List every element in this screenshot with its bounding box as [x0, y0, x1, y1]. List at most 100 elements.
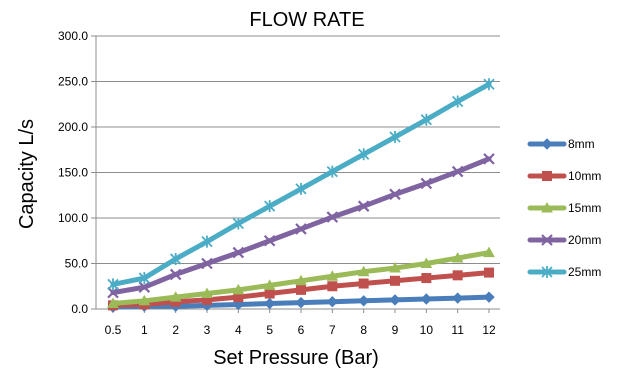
data-point: [295, 274, 307, 286]
data-point: [326, 296, 339, 308]
data-point: [483, 291, 495, 303]
data-point: [420, 177, 433, 190]
x-tick-label: 9: [392, 323, 399, 337]
data-point: [295, 223, 307, 235]
x-tick-label: 1: [141, 323, 148, 337]
data-point: [326, 165, 338, 178]
series-line: [110, 156, 492, 296]
data-point: [483, 78, 495, 91]
x-tick-label: 3: [204, 323, 211, 337]
data-point: [357, 265, 370, 277]
data-point: [484, 267, 494, 278]
data-point: [327, 281, 338, 292]
legend-item-25mm: 25mm: [527, 265, 601, 279]
data-point: [451, 165, 464, 178]
legend: 8mm 10mm 15mm 20mm 25mm: [527, 137, 601, 279]
x-tick-label: 0.5: [105, 323, 122, 337]
y-tick-label: 250.0: [58, 75, 88, 89]
data-point: [263, 279, 276, 290]
x-tick-label: 8: [360, 323, 367, 337]
data-point: [232, 283, 245, 295]
data-point: [358, 278, 369, 289]
legend-item-15mm: 15mm: [527, 201, 601, 215]
y-tick-label: 150.0: [58, 166, 88, 180]
legend-item-20mm: 20mm: [527, 233, 601, 247]
data-point: [451, 252, 464, 263]
x-tick-label: 5: [266, 323, 273, 337]
y-tick-label: 0.0: [71, 302, 88, 316]
data-point: [296, 284, 306, 295]
data-point: [541, 234, 553, 246]
data-point: [295, 296, 307, 309]
data-point: [358, 148, 370, 161]
data-point: [389, 188, 401, 201]
data-point: [421, 273, 432, 284]
data-point: [107, 286, 119, 299]
x-tick-label: 4: [235, 323, 242, 337]
x-tick-label: 11: [451, 323, 464, 337]
data-point: [483, 246, 495, 258]
legend-label: 20mm: [568, 233, 601, 247]
data-point: [295, 182, 307, 195]
x-axis-label: Set Pressure (Bar): [213, 347, 379, 369]
legend-item-8mm: 8mm: [527, 137, 595, 151]
data-point: [263, 297, 276, 310]
data-point: [170, 252, 182, 265]
data-point: [420, 293, 433, 305]
data-point: [541, 266, 553, 278]
data-point: [357, 295, 370, 307]
x-tick-label: 10: [420, 323, 434, 337]
data-point: [138, 281, 151, 293]
x-tick-label: 12: [482, 323, 496, 337]
data-point: [542, 171, 552, 181]
data-point: [107, 297, 119, 309]
gridlines: [96, 35, 500, 310]
data-point: [232, 246, 245, 259]
y-tick-label: 300.0: [58, 29, 88, 43]
legend-label: 15mm: [568, 201, 601, 215]
data-point: [451, 292, 464, 304]
legend-label: 25mm: [568, 265, 601, 279]
data-point: [389, 294, 401, 306]
data-point: [420, 257, 433, 268]
series-25mm: [107, 78, 495, 291]
data-point: [169, 291, 182, 302]
y-tick-label: 100.0: [58, 211, 88, 225]
x-tick-label: 6: [298, 323, 305, 337]
data-point: [483, 153, 495, 165]
y-axis-label: Capacity L/s: [16, 119, 38, 229]
x-tick-label: 7: [329, 323, 336, 337]
data-point: [263, 234, 276, 247]
data-point: [107, 278, 119, 291]
data-point: [201, 287, 213, 299]
data-point: [389, 131, 401, 144]
x-tick-label: 2: [172, 323, 179, 337]
series-20mm: [107, 153, 495, 299]
data-point: [541, 138, 553, 150]
data-point: [452, 95, 464, 108]
legend-item-10mm: 10mm: [527, 169, 601, 183]
y-tick-label: 200.0: [58, 120, 88, 134]
legend-label: 8mm: [568, 137, 595, 151]
chart-title: FLOW RATE: [249, 9, 364, 31]
series-15mm: [107, 246, 495, 309]
data-point: [201, 257, 213, 270]
data-point: [264, 200, 276, 213]
data-point: [390, 275, 400, 286]
data-point: [389, 262, 401, 273]
data-point: [326, 211, 339, 223]
legend-label: 10mm: [568, 169, 601, 183]
data-point: [201, 235, 213, 248]
data-point: [452, 270, 463, 281]
data-point: [541, 201, 553, 213]
data-point: [420, 113, 432, 126]
plot-area: [107, 78, 495, 313]
y-tick-label: 50.0: [65, 257, 89, 271]
data-point: [169, 268, 182, 281]
data-point: [138, 272, 150, 285]
data-point: [357, 200, 370, 212]
data-point: [326, 270, 339, 281]
